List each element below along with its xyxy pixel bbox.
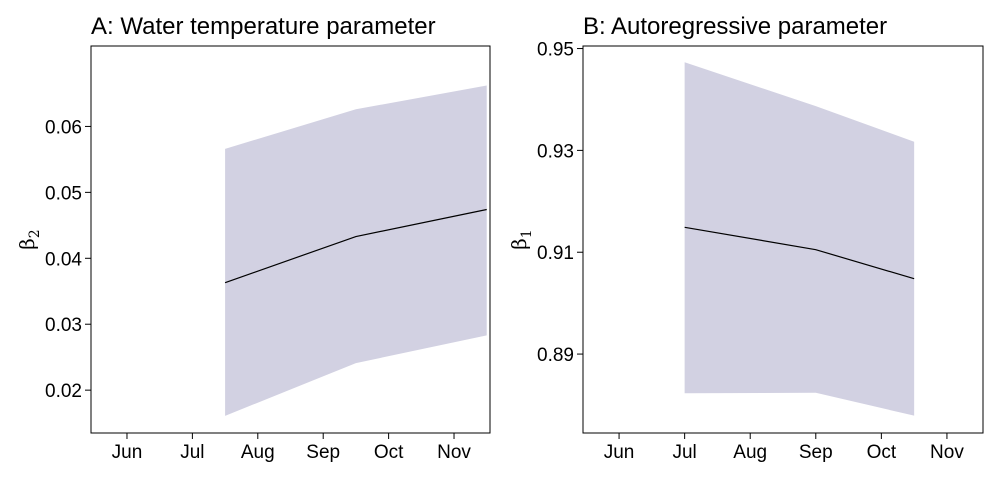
y-tick-label-a: 0.06 [45,117,82,138]
panel-b: Jun Jul Aug Sep Oct Nov 0.89 0.91 0.93 0.95 B: Aut… [507,13,984,463]
panel-a: Jun Jul Aug Sep Oct Nov 0.02 0.03 0.04 0.05 0.06 A:… [15,13,491,463]
y-tick-label-b: 0.91 [537,243,574,264]
y-axis-label-a: β2 [15,229,43,249]
y-tick-label-a: 0.02 [45,381,82,402]
y-tick-label-a: 0.04 [45,249,82,270]
x-tick-label-a: Sep [306,442,340,463]
series-line-a [224,208,487,284]
y-tick-label-b: 0.89 [537,345,574,366]
x-tick-label-a: Oct [374,442,404,463]
x-tick-label-b: Sep [799,442,833,463]
x-tick-label-b: Aug [733,442,767,463]
confidence-band-a [225,85,487,416]
series-line-b [684,226,915,280]
x-tick-label-a: Aug [241,442,275,463]
confidence-band-b [684,62,915,416]
y-tick-label-b: 0.93 [537,141,574,162]
plot-frame-a [90,45,491,434]
x-tick-label-a: Nov [437,442,471,463]
x-tick-label-b: Jun [604,442,635,463]
y-axis-symbol-a: β [15,238,39,250]
x-tick-label-b: Jul [672,442,696,463]
plot-frame-b [582,45,984,434]
x-tick-label-a: Jul [180,442,204,463]
y-axis-subscript-a: 2 [27,229,43,238]
y-axis-label-b: β1 [507,229,535,249]
chart-title-b: B: Autoregressive parameter [583,13,887,40]
y-tick-label-b: 0.95 [537,40,574,61]
x-tick-label-b: Nov [930,442,964,463]
y-tick-label-a: 0.05 [45,183,82,204]
y-axis-symbol-b: β [507,238,531,250]
x-tick-label-b: Oct [867,442,897,463]
x-tick-label-a: Jun [112,442,143,463]
y-tick-label-a: 0.03 [45,315,82,336]
y-axis-subscript-b: 1 [519,229,535,238]
chart-title-a: A: Water temperature parameter [91,13,436,40]
